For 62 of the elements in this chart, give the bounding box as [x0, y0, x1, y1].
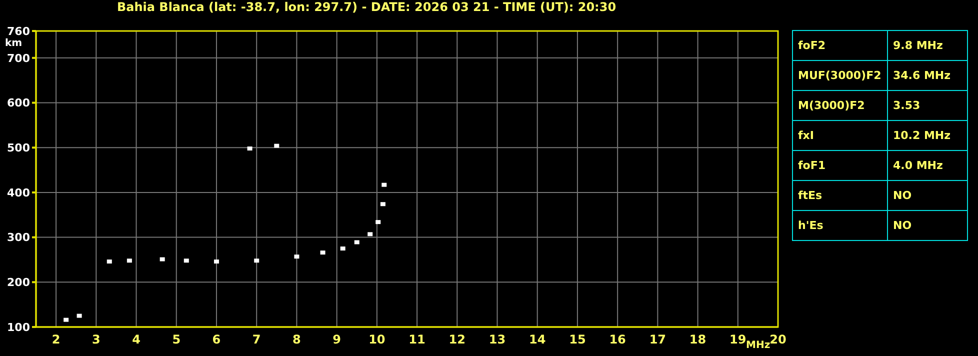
point [368, 232, 373, 236]
text: NO [888, 180, 968, 210]
chart-title: Bahia Blanca (lat: -38.7, lon: 297.7) - DATE: 2026 03 21 - TIME (UT): 20:30 [117, 0, 616, 14]
point [184, 258, 189, 263]
x-tick-label: 11 [408, 332, 426, 347]
point [340, 246, 346, 251]
text: foF2 [792, 30, 888, 60]
y-tick-label: 600 [7, 96, 30, 110]
y-tick-label: 100 [7, 320, 30, 334]
point [274, 144, 280, 148]
x-tick-label: 7 [252, 332, 261, 347]
x-tick-label: 15 [569, 332, 586, 347]
x-tick-label: 8 [292, 332, 301, 347]
y-tick-label: 400 [7, 186, 30, 200]
text: ftEs [792, 180, 888, 210]
text: 10.2 MHz [888, 120, 968, 150]
y-tick-label: 760 [7, 24, 30, 38]
point [254, 258, 260, 263]
x-tick-label: 9 [332, 332, 341, 347]
text: NO [888, 210, 968, 240]
text: h'Es [792, 210, 888, 240]
x-tick-label: 20 [770, 332, 786, 347]
point [160, 257, 165, 262]
text: foF1 [792, 150, 888, 180]
point [214, 260, 219, 264]
x-tick-label: 3 [92, 332, 100, 347]
text: M(3000)F2 [792, 90, 888, 120]
x-tick-label: 19 [730, 332, 746, 347]
text: 3.53 [888, 90, 968, 120]
text: 9.8 MHz [888, 30, 968, 60]
y-tick-label: 300 [7, 231, 30, 244]
x-tick-label: 12 [448, 332, 466, 347]
point [247, 146, 252, 151]
y-axis-title: km [5, 38, 22, 49]
x-tick-label: 2 [52, 332, 60, 347]
x-tick-label: 5 [172, 332, 181, 347]
text: MUF(3000)F2 [792, 60, 888, 90]
point [382, 182, 387, 187]
x-tick-label: 6 [212, 332, 221, 347]
y-tick-label: 200 [7, 276, 30, 290]
point [76, 314, 82, 318]
x-tick-label: 16 [609, 332, 626, 347]
point [294, 254, 300, 259]
x-tick-label: 14 [529, 332, 546, 347]
y-tick-label: 700 [7, 52, 30, 65]
text: 4.0 MHz [888, 150, 968, 180]
point [64, 318, 69, 322]
y-tick-label: 500 [7, 142, 30, 155]
text: 34.6 MHz [888, 60, 968, 90]
x-tick-label: 18 [689, 332, 706, 347]
point [106, 260, 112, 264]
point [320, 250, 326, 255]
x-tick-label: 13 [488, 332, 506, 347]
point [354, 240, 360, 244]
point [126, 258, 132, 263]
x-axis-title: MHz [746, 340, 770, 351]
x-tick-label: 17 [649, 332, 666, 347]
x-tick-label: 4 [132, 332, 140, 347]
x-tick-label: 10 [368, 332, 386, 347]
point [376, 220, 381, 224]
point [380, 202, 386, 206]
text: fxI [792, 120, 888, 150]
